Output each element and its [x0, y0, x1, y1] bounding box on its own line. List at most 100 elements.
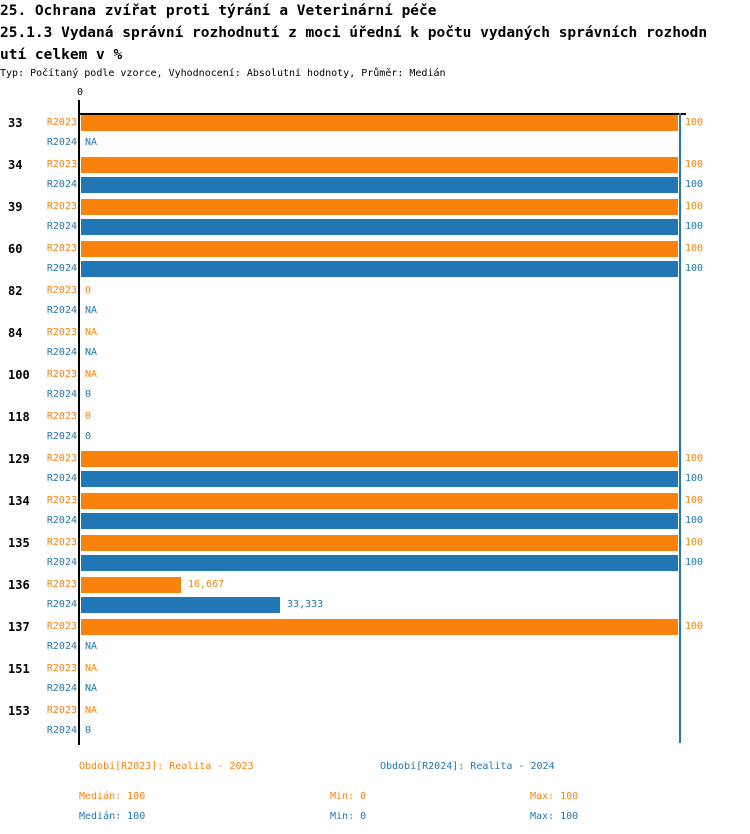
category-label: 84: [8, 326, 23, 340]
legend-r2023-median: Medián: 100: [79, 791, 146, 802]
bar-r2024: [81, 597, 280, 613]
series-label-r2024: R2024: [46, 137, 77, 148]
series-label-r2024: R2024: [46, 641, 77, 652]
value-label-r2024: NA: [85, 641, 98, 652]
series-label-r2023: R2023: [46, 705, 77, 716]
value-label-r2023: 100: [685, 243, 704, 254]
legend-r2024-max: Max: 100: [530, 811, 579, 822]
category-label: 151: [8, 662, 30, 676]
series-label-r2023: R2023: [46, 621, 77, 632]
series-label-r2023: R2023: [46, 495, 77, 506]
value-label-r2023: 100: [685, 537, 704, 548]
value-label-r2023: 100: [685, 201, 704, 212]
axis-top-border: [78, 113, 686, 115]
legend-r2023-max: Max: 100: [530, 791, 579, 802]
value-label-r2023: NA: [85, 327, 98, 338]
category-label: 153: [8, 704, 30, 718]
bar-r2023: [81, 619, 678, 635]
value-label-r2024: 100: [685, 263, 704, 274]
value-label-r2024: 33,333: [287, 599, 324, 610]
value-label-r2023: 100: [685, 621, 704, 632]
value-label-r2024: 0: [85, 725, 92, 736]
value-label-r2023: 100: [685, 159, 704, 170]
value-label-r2023: NA: [85, 705, 98, 716]
series-label-r2024: R2024: [46, 389, 77, 400]
bar-r2023: [81, 241, 678, 257]
series-label-r2024: R2024: [46, 347, 77, 358]
value-label-r2024: 100: [685, 557, 704, 568]
value-label-r2024: NA: [85, 137, 98, 148]
series-label-r2023: R2023: [46, 453, 77, 464]
series-label-r2024: R2024: [46, 515, 77, 526]
series-label-r2024: R2024: [46, 221, 77, 232]
category-label: 136: [8, 578, 30, 592]
series-label-r2023: R2023: [46, 663, 77, 674]
category-label: 118: [8, 410, 30, 424]
legend-r2024-title: Období[R2024]: Realita - 2024: [380, 761, 555, 772]
category-label: 34: [8, 158, 23, 172]
series-label-r2023: R2023: [46, 537, 77, 548]
category-label: 82: [8, 284, 23, 298]
value-label-r2024: 100: [685, 221, 704, 232]
value-label-r2024: 0: [85, 431, 92, 442]
bar-r2024: [81, 219, 678, 235]
value-label-r2024: NA: [85, 347, 98, 358]
series-label-r2024: R2024: [46, 179, 77, 190]
category-label: 129: [8, 452, 30, 466]
bar-r2024: [81, 513, 678, 529]
series-label-r2024: R2024: [46, 557, 77, 568]
bar-r2023: [81, 535, 678, 551]
value-label-r2023: 0: [85, 285, 92, 296]
value-label-r2023: 100: [685, 117, 704, 128]
page-title-line2: 25.1.3 Vydaná správní rozhodnutí z moci …: [0, 25, 708, 41]
series-label-r2023: R2023: [46, 285, 77, 296]
value-label-r2024: NA: [85, 305, 98, 316]
value-label-r2024: 100: [685, 179, 704, 190]
series-label-r2023: R2023: [46, 201, 77, 212]
chart-subtitle: Typ: Počítaný podle vzorce, Vyhodnocení:…: [0, 68, 446, 79]
category-label: 137: [8, 620, 30, 634]
category-label: 134: [8, 494, 30, 508]
series-label-r2023: R2023: [46, 579, 77, 590]
value-label-r2023: 100: [685, 495, 704, 506]
series-label-r2024: R2024: [46, 683, 77, 694]
bar-r2024: [81, 555, 678, 571]
series-label-r2024: R2024: [46, 263, 77, 274]
value-label-r2023: 0: [85, 411, 92, 422]
value-label-r2024: 0: [85, 389, 92, 400]
value-label-r2023: NA: [85, 369, 98, 380]
bar-r2024: [81, 177, 678, 193]
series-label-r2024: R2024: [46, 431, 77, 442]
page-title-line3: utí celkem v %: [0, 47, 123, 63]
max-reference-line: [679, 113, 681, 743]
series-label-r2023: R2023: [46, 411, 77, 422]
page-title-line1: 25. Ochrana zvířat proti týrání a Veteri…: [0, 3, 437, 19]
bar-r2024: [81, 471, 678, 487]
value-label-r2023: NA: [85, 663, 98, 674]
category-label: 33: [8, 116, 23, 130]
category-label: 39: [8, 200, 23, 214]
legend-r2024-min: Min: 0: [330, 811, 367, 822]
bar-r2024: [81, 261, 678, 277]
bar-r2023: [81, 577, 181, 593]
value-label-r2024: 100: [685, 515, 704, 526]
chart-rows: 33 R2023 100 R2024 NA 34 R2023 100 R2024 100 39 R20…: [8, 115, 704, 736]
legend-r2023-min: Min: 0: [330, 791, 367, 802]
series-label-r2024: R2024: [46, 599, 77, 610]
series-label-r2023: R2023: [46, 327, 77, 338]
series-label-r2023: R2023: [46, 159, 77, 170]
value-label-r2023: 16,667: [188, 579, 225, 590]
series-label-r2023: R2023: [46, 369, 77, 380]
legend-r2023-title: Období[R2023]: Realita - 2023: [79, 761, 254, 772]
value-label-r2023: 100: [685, 453, 704, 464]
bar-r2023: [81, 199, 678, 215]
zero-tick-label: 0: [76, 87, 84, 98]
category-label: 135: [8, 536, 30, 550]
category-label: 60: [8, 242, 23, 256]
series-label-r2024: R2024: [46, 473, 77, 484]
series-label-r2023: R2023: [46, 117, 77, 128]
series-label-r2023: R2023: [46, 243, 77, 254]
legend-r2024-median: Medián: 100: [79, 811, 146, 822]
bar-r2023: [81, 493, 678, 509]
